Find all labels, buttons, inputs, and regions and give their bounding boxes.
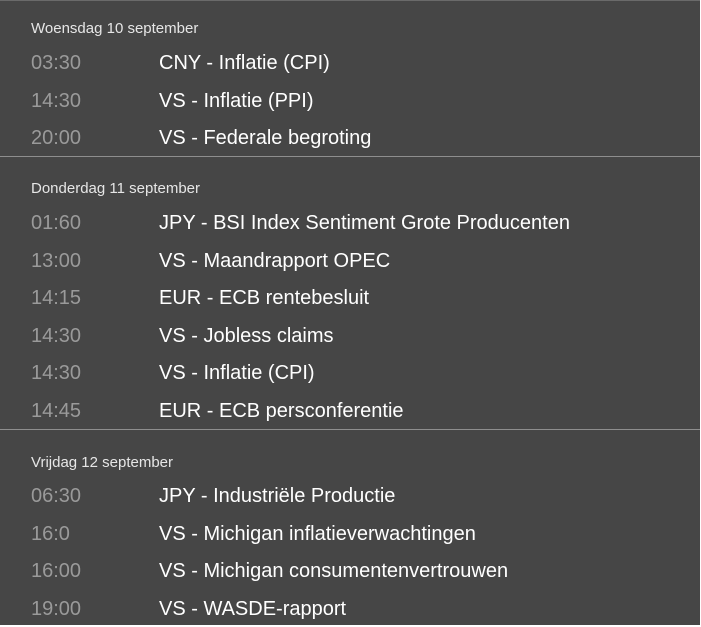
day-section-woensdag: Woensdag 10 september 03:30 CNY - Inflat… (0, 1, 700, 157)
list-item[interactable]: 01:60 JPY - BSI Index Sentiment Grote Pr… (0, 208, 700, 238)
list-item[interactable]: 20:00 VS - Federale begroting (0, 123, 700, 153)
event-time: 14:30 (31, 325, 82, 347)
event-time: 16:0 (31, 523, 70, 545)
list-item[interactable]: 14:30 VS - Inflatie (CPI) (0, 358, 700, 388)
list-item[interactable]: 16:0 VS - Michigan inflatieverwachtingen (0, 519, 700, 549)
list-item[interactable]: 16:00 VS - Michigan consumentenvertrouwe… (0, 556, 700, 586)
event-title: VS - WASDE-rapport (159, 598, 347, 620)
event-title: JPY - BSI Index Sentiment Grote Producen… (159, 212, 570, 234)
event-time: 14:30 (31, 90, 82, 112)
event-title: VS - Michigan consumentenvertrouwen (159, 560, 509, 582)
event-title: VS - Inflatie (CPI) (159, 362, 315, 384)
event-time: 20:00 (31, 127, 82, 149)
list-item[interactable]: 14:30 VS - Inflatie (PPI) (0, 86, 700, 116)
event-title: VS - Michigan inflatieverwachtingen (159, 523, 476, 545)
event-title: VS - Maandrapport OPEC (159, 250, 391, 272)
event-time: 16:00 (31, 560, 82, 582)
list-item[interactable]: 14:45 EUR - ECB persconferentie (0, 396, 700, 426)
event-title: VS - Jobless claims (159, 325, 334, 347)
event-time: 14:15 (31, 287, 82, 309)
day-section-vrijdag: Vrijdag 12 september 06:30 JPY - Industr… (0, 430, 700, 626)
event-time: 06:30 (31, 485, 82, 507)
list-item[interactable]: 03:30 CNY - Inflatie (CPI) (0, 48, 700, 78)
list-item[interactable]: 13:00 VS - Maandrapport OPEC (0, 246, 700, 276)
list-item[interactable]: 14:15 EUR - ECB rentebesluit (0, 283, 700, 313)
list-item[interactable]: 14:30 VS - Jobless claims (0, 321, 700, 351)
day-header: Donderdag 11 september (31, 180, 200, 197)
event-time: 14:30 (31, 362, 82, 384)
event-title: EUR - ECB persconferentie (159, 400, 404, 422)
day-header: Woensdag 10 september (31, 20, 199, 37)
list-item[interactable]: 06:30 JPY - Industriële Productie (0, 481, 700, 511)
event-time: 01:60 (31, 212, 82, 234)
event-title: EUR - ECB rentebesluit (159, 287, 370, 309)
list-item[interactable]: 19:00 VS - WASDE-rapport (0, 594, 700, 624)
event-time: 14:45 (31, 400, 82, 422)
event-title: CNY - Inflatie (CPI) (159, 52, 330, 74)
event-title: VS - Federale begroting (159, 127, 372, 149)
event-title: JPY - Industriële Productie (159, 485, 396, 507)
day-section-donderdag: Donderdag 11 september 01:60 JPY - BSI I… (0, 157, 700, 430)
event-title: VS - Inflatie (PPI) (159, 90, 314, 112)
event-time: 13:00 (31, 250, 82, 272)
event-time: 03:30 (31, 52, 82, 74)
day-header: Vrijdag 12 september (31, 454, 174, 471)
event-time: 19:00 (31, 598, 82, 620)
